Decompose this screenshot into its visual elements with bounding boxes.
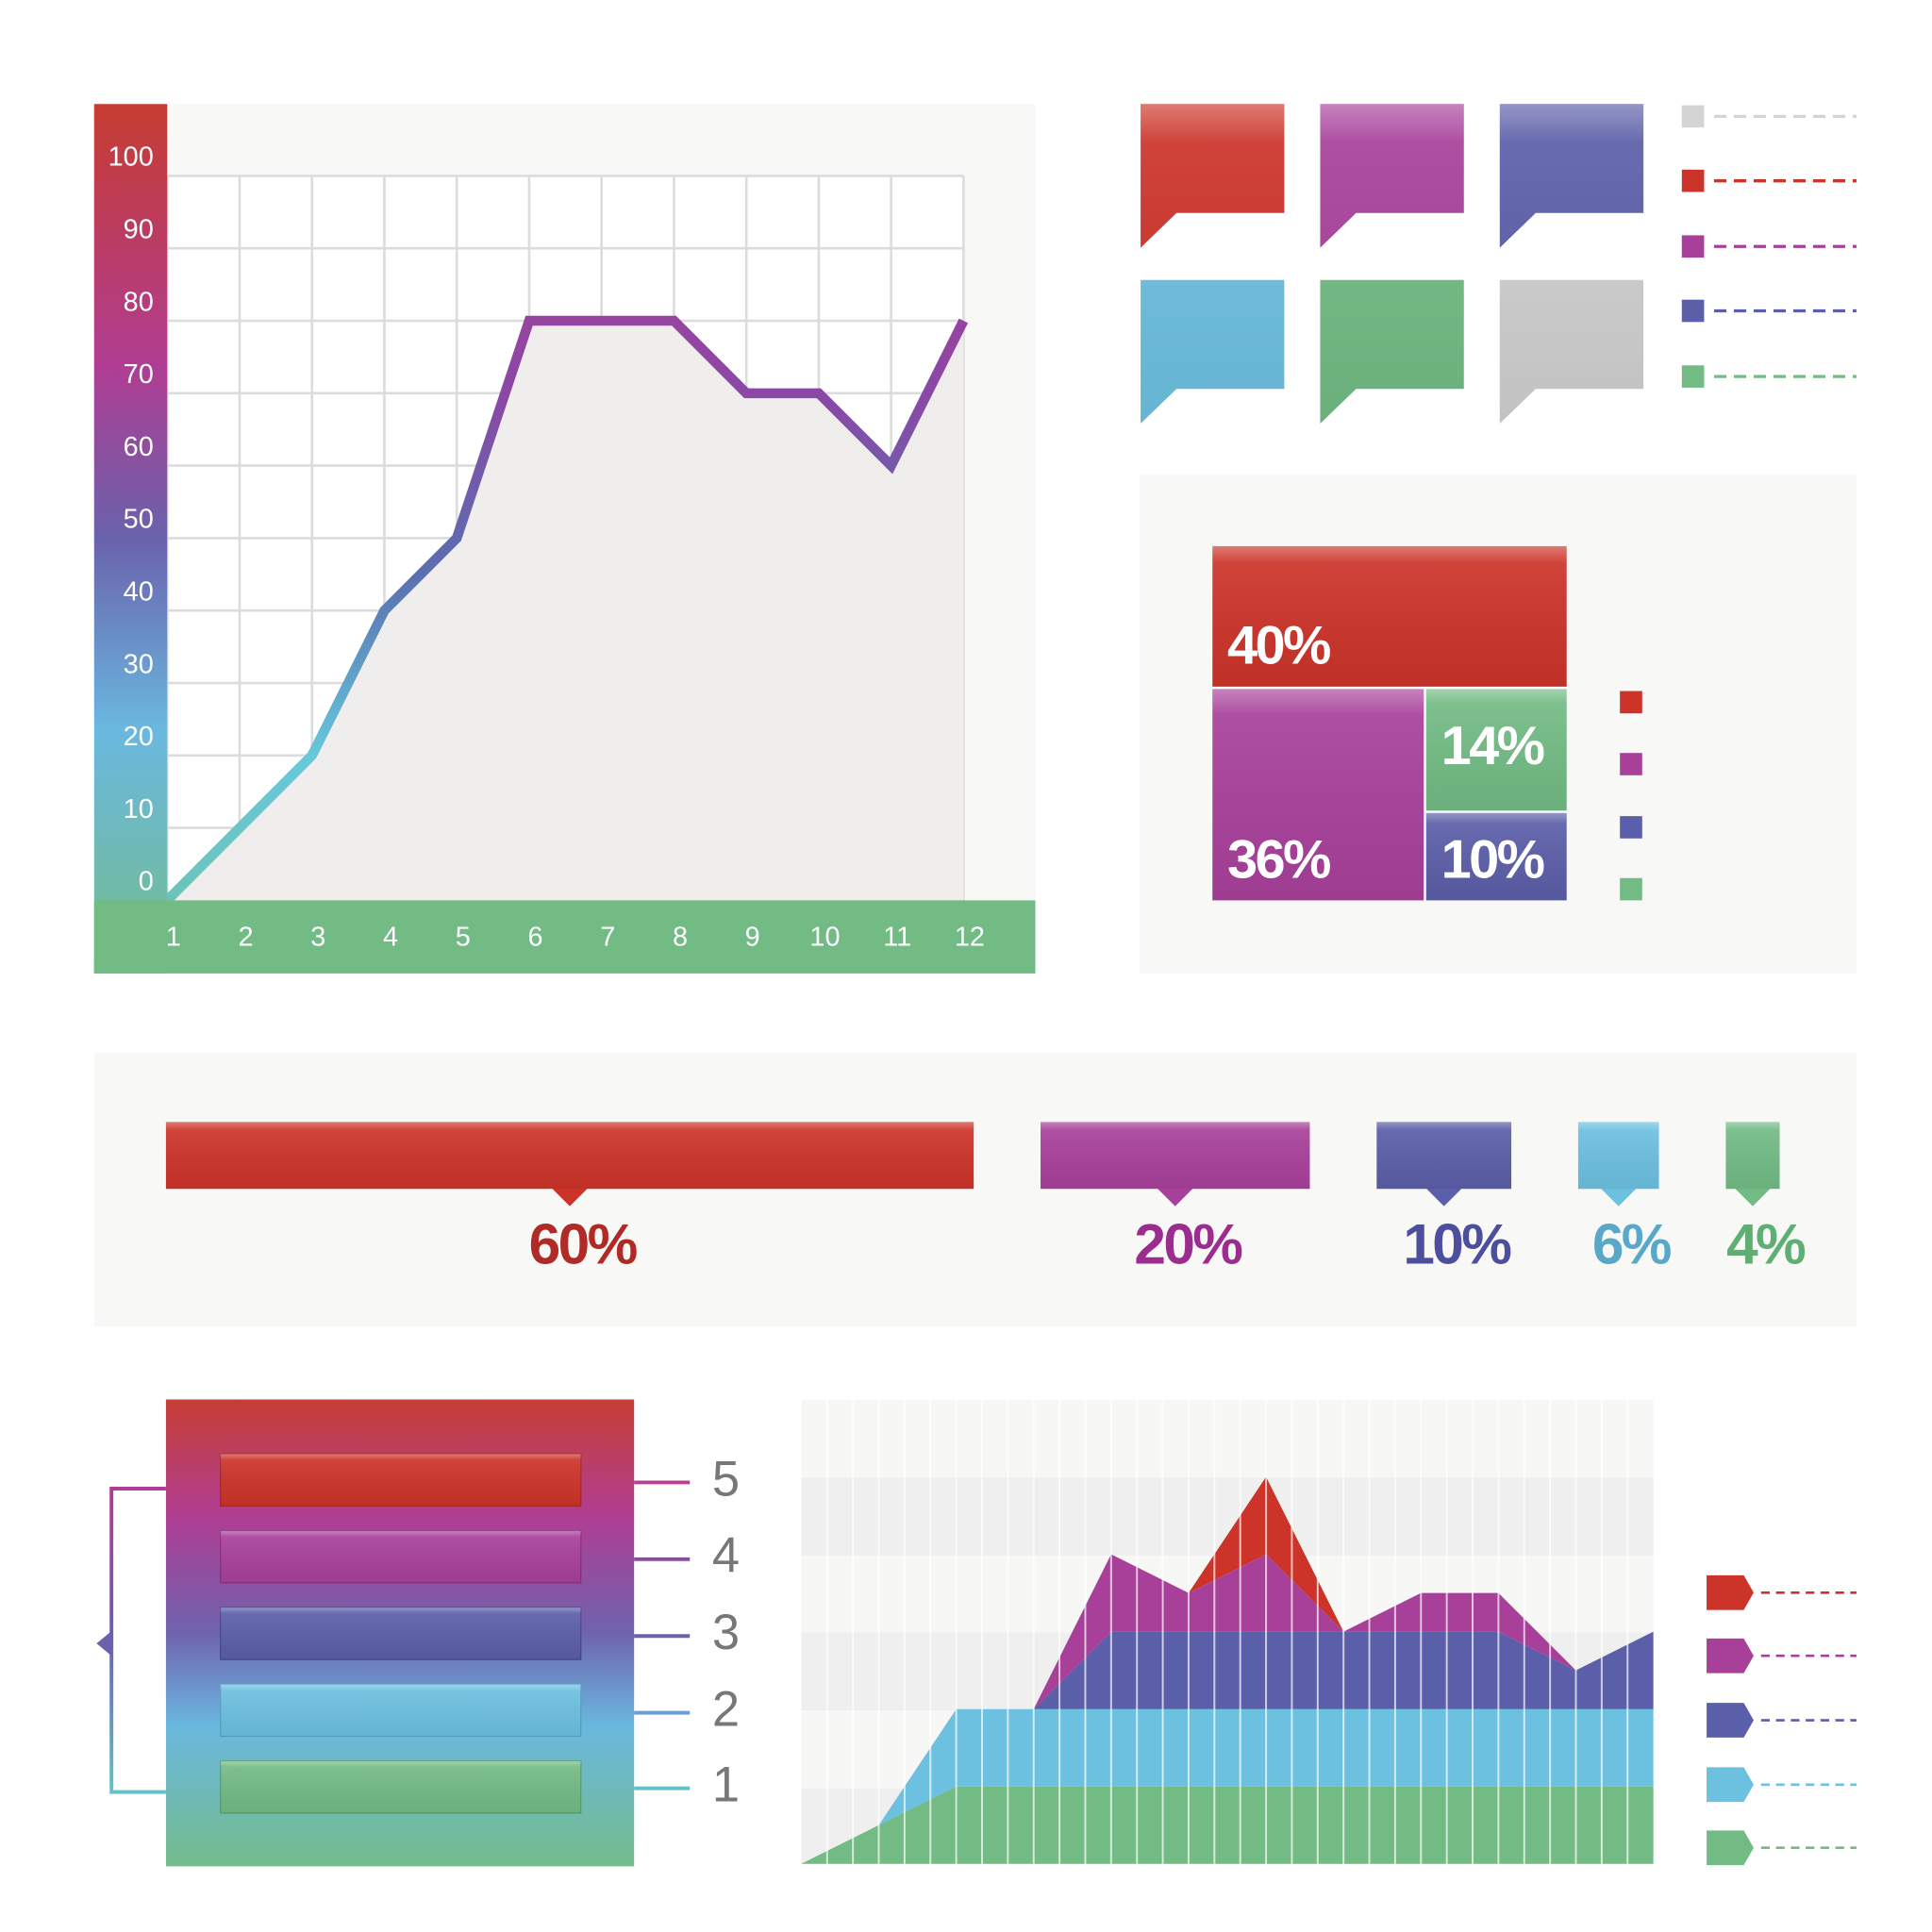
- area-legend: [1707, 1574, 1857, 1866]
- legend-tag: [1707, 1703, 1754, 1738]
- x-tick-label: 8: [673, 923, 688, 953]
- level-gloss: [220, 1454, 581, 1507]
- bar-gloss: [1041, 1122, 1310, 1190]
- bubble-gloss: [1141, 104, 1644, 424]
- x-tick-label: 2: [239, 923, 254, 953]
- value-label: 36%: [1227, 829, 1330, 890]
- x-tick-label: 7: [600, 923, 615, 953]
- level-label: 4: [712, 1528, 740, 1584]
- legend-swatch: [1620, 753, 1642, 775]
- level-gloss: [220, 1760, 581, 1813]
- area-stripes: [825, 1399, 1629, 1864]
- bracket-pointer: [96, 1630, 112, 1657]
- y-tick-label: 30: [124, 649, 154, 679]
- legend-swatch: [1681, 365, 1705, 388]
- speech-bubbles: [1141, 104, 1644, 424]
- x-tick-label: 3: [310, 923, 325, 953]
- legend-swatch: [1620, 877, 1642, 901]
- x-tick-label: 10: [809, 923, 840, 953]
- x-axis-band: [93, 900, 1036, 974]
- x-tick-label: 5: [456, 923, 471, 953]
- cell-gloss: [1425, 689, 1567, 811]
- value-label: 20%: [1134, 1211, 1242, 1275]
- area-layer: [801, 1554, 1654, 1864]
- line-area: [167, 321, 964, 901]
- y-axis-band: [93, 104, 168, 974]
- legend-swatch: [1620, 816, 1642, 839]
- bar-chart: 60% 20% 10% 6% 4%: [165, 1122, 1808, 1275]
- cell-gloss: [1425, 812, 1567, 901]
- levels-diagram: 5 4 3 2 1: [96, 1399, 740, 1867]
- stacked-area-chart: [801, 1476, 1654, 1864]
- level-label: 3: [712, 1605, 740, 1660]
- band: [801, 1399, 1654, 1478]
- value-label: 60%: [529, 1211, 638, 1275]
- cell-gloss: [1212, 545, 1567, 687]
- area-layer: [801, 1476, 1654, 1864]
- level-label: 1: [712, 1757, 740, 1813]
- y-tick-label: 0: [139, 867, 154, 897]
- value-label: 14%: [1441, 716, 1544, 776]
- line-chart: [163, 175, 969, 905]
- legend-tag: [1707, 1638, 1754, 1674]
- bar-gloss: [1725, 1122, 1780, 1190]
- cell-gloss: [1212, 689, 1424, 901]
- level-gloss: [220, 1684, 581, 1737]
- legend-tag: [1707, 1830, 1754, 1866]
- x-tick-label: 11: [883, 923, 911, 953]
- treemap-legend: [1620, 691, 1642, 901]
- x-tick-label: 1: [166, 923, 181, 953]
- line: [163, 315, 969, 905]
- area-layer: [801, 1631, 1654, 1864]
- value-label: 10%: [1441, 829, 1544, 890]
- level-label: 2: [712, 1682, 740, 1738]
- y-tick-label: 50: [124, 505, 154, 535]
- legend-swatch: [1681, 299, 1705, 323]
- level-gloss: [220, 1607, 581, 1660]
- legend-swatch: [1681, 105, 1705, 128]
- bracket: [109, 1487, 166, 1794]
- y-tick-label: 90: [124, 214, 154, 244]
- y-tick-label: 10: [124, 794, 154, 824]
- bar-gloss: [1577, 1122, 1659, 1190]
- legend-tag: [1707, 1767, 1754, 1803]
- legend-swatch: [1681, 235, 1705, 258]
- x-tick-label: 4: [383, 923, 398, 953]
- x-tick-label: 6: [527, 923, 542, 953]
- legend-tag: [1707, 1574, 1754, 1610]
- value-label: 6%: [1592, 1211, 1672, 1275]
- x-tick-label: 12: [955, 923, 985, 953]
- y-tick-label: 80: [124, 287, 154, 317]
- x-tick-label: 9: [745, 923, 760, 953]
- treemap: 40% 36% 14% 10%: [1212, 545, 1567, 901]
- area-layer: [801, 1786, 1654, 1864]
- y-tick-label: 70: [124, 359, 154, 390]
- y-tick-label: 100: [108, 142, 154, 173]
- area-layer: [801, 1708, 1654, 1864]
- bar-gloss: [165, 1122, 974, 1190]
- y-tick-label: 40: [124, 576, 154, 607]
- level-gloss: [220, 1530, 581, 1583]
- y-tick-label: 20: [124, 722, 154, 752]
- level-label: 5: [712, 1451, 740, 1507]
- bar-panel: [93, 1052, 1857, 1327]
- value-label: 10%: [1403, 1211, 1511, 1275]
- bar-gloss: [1376, 1122, 1512, 1190]
- bubble-legend: [1681, 105, 1857, 388]
- value-label: 4%: [1726, 1211, 1806, 1275]
- value-label: 40%: [1227, 616, 1330, 676]
- y-tick-label: 60: [124, 432, 154, 462]
- legend-swatch: [1681, 169, 1705, 192]
- legend-swatch: [1620, 691, 1642, 714]
